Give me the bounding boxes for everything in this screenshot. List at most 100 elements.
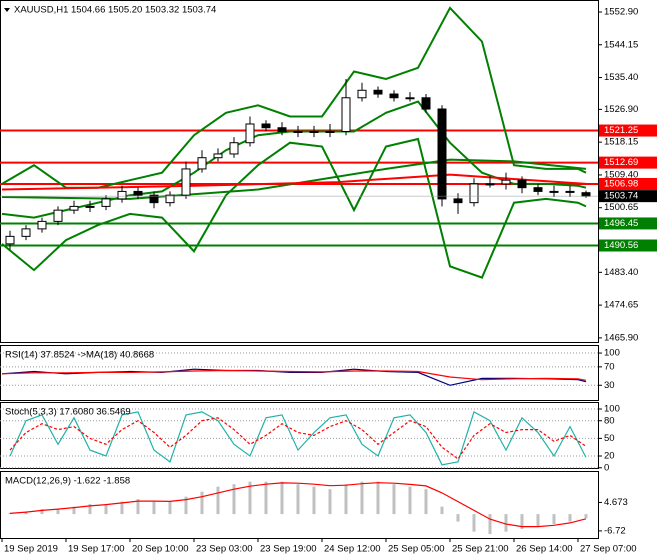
histogram-bar xyxy=(248,481,252,515)
histogram-bar xyxy=(56,509,60,515)
histogram-bar xyxy=(72,506,76,515)
histogram-bar xyxy=(120,501,124,515)
candle-body xyxy=(341,97,351,132)
y-tick-label: 1500.65 xyxy=(604,202,638,213)
histogram-bar xyxy=(232,484,236,515)
candle-body xyxy=(517,179,527,189)
y-tick-label: 1483.40 xyxy=(604,267,638,278)
y-tick-label: 20 xyxy=(604,451,615,462)
candle-body xyxy=(181,168,191,196)
candle-body xyxy=(485,183,495,186)
level-label: 1506.98 xyxy=(604,179,638,190)
y-tick-label: 1544.15 xyxy=(604,39,638,50)
histogram-bar xyxy=(104,504,108,515)
histogram-bar xyxy=(568,514,572,522)
histogram-bar xyxy=(24,511,28,515)
level-label: 1496.45 xyxy=(604,218,638,229)
level-label: 1512.69 xyxy=(604,157,638,168)
histogram-bar xyxy=(520,514,524,530)
candle-body xyxy=(165,194,175,204)
level-label: 1521.25 xyxy=(604,125,638,136)
series-line xyxy=(1,173,587,191)
candle-body xyxy=(469,183,479,204)
series-line xyxy=(1,6,587,189)
histogram-bar xyxy=(392,484,396,515)
y-tick-label: 0 xyxy=(604,462,609,473)
y-tick-label: 100 xyxy=(604,348,620,359)
level-tag xyxy=(599,124,657,137)
series-line xyxy=(9,411,587,466)
candle-body xyxy=(357,89,367,99)
panel-frame xyxy=(0,471,599,539)
histogram-bar xyxy=(536,514,540,527)
y-tick-label: 1518.15 xyxy=(604,137,638,148)
level-tag xyxy=(599,239,657,252)
histogram-bar xyxy=(328,489,332,515)
histogram-bar xyxy=(136,499,140,515)
candle-body xyxy=(149,194,159,204)
histogram-bar xyxy=(456,514,460,522)
panel-title: XAUUSD,H1 1504.66 1505.20 1503.32 1503.7… xyxy=(14,5,216,16)
histogram-bar xyxy=(280,481,284,515)
candle-body xyxy=(197,157,207,170)
candle-body xyxy=(405,97,415,100)
series-line xyxy=(9,482,587,528)
candle-body xyxy=(53,209,63,222)
candle-body xyxy=(5,235,15,245)
level-label: 1490.56 xyxy=(604,240,638,251)
candle-body xyxy=(565,190,575,193)
panel-frame xyxy=(0,345,599,401)
histogram-bar xyxy=(504,514,508,532)
histogram-bar xyxy=(488,514,492,535)
histogram-bar xyxy=(88,504,92,515)
panel-title: RSI(14) 37.8524 ->MA(18) 40.8668 xyxy=(5,350,154,361)
menu-icon xyxy=(4,8,10,12)
y-tick-label: 1509.40 xyxy=(604,169,638,180)
panel-title: MACD(12,26,9) -1.622 -1.858 xyxy=(5,476,130,487)
histogram-bar xyxy=(408,486,412,515)
x-tick-label: 20 Sep 10:00 xyxy=(132,544,189,555)
y-tick-label: 1535.40 xyxy=(604,72,638,83)
x-tick-label: 23 Sep 03:00 xyxy=(196,544,253,555)
histogram-bar xyxy=(552,514,556,525)
histogram-bar xyxy=(264,481,268,515)
y-tick-label: 4.673 xyxy=(604,497,628,508)
panel-title: Stoch(5,3,3) 17.6080 36.5469 xyxy=(5,407,131,418)
histogram-bar xyxy=(376,481,380,515)
candle-body xyxy=(501,179,511,185)
histogram-bar xyxy=(40,509,44,515)
x-tick-label: 25 Sep 21:00 xyxy=(452,544,509,555)
candle-body xyxy=(37,220,47,230)
candle-body xyxy=(229,142,239,155)
x-tick-label: 24 Sep 12:00 xyxy=(324,544,381,555)
histogram-bar xyxy=(424,489,428,515)
candle-body xyxy=(437,108,447,200)
x-tick-label: 26 Sep 14:00 xyxy=(516,544,573,555)
histogram-bar xyxy=(296,484,300,515)
candle-body xyxy=(245,123,255,144)
candle-body xyxy=(453,198,463,204)
histogram-bar xyxy=(360,481,364,515)
y-tick-label: 80 xyxy=(604,415,615,426)
y-tick-label: -6.72 xyxy=(604,525,626,536)
candle-body xyxy=(533,187,543,192)
y-tick-label: 100 xyxy=(604,404,620,415)
x-tick-label: 19 Sep 2019 xyxy=(4,544,58,555)
histogram-bar xyxy=(440,506,444,515)
y-tick-label: 1552.90 xyxy=(604,7,638,18)
candle-body xyxy=(389,93,399,99)
histogram-bar xyxy=(168,501,172,515)
candle-body xyxy=(549,190,559,193)
candle-body xyxy=(213,153,223,159)
candle-body xyxy=(85,205,95,208)
series-line xyxy=(1,137,587,279)
series-line xyxy=(1,158,587,200)
histogram-bar xyxy=(184,496,188,515)
histogram-bar xyxy=(472,514,476,532)
y-tick-label: 1474.65 xyxy=(604,300,638,311)
panel-frame xyxy=(0,402,599,469)
panel-frame xyxy=(0,0,599,343)
last-price-tag xyxy=(599,190,657,203)
